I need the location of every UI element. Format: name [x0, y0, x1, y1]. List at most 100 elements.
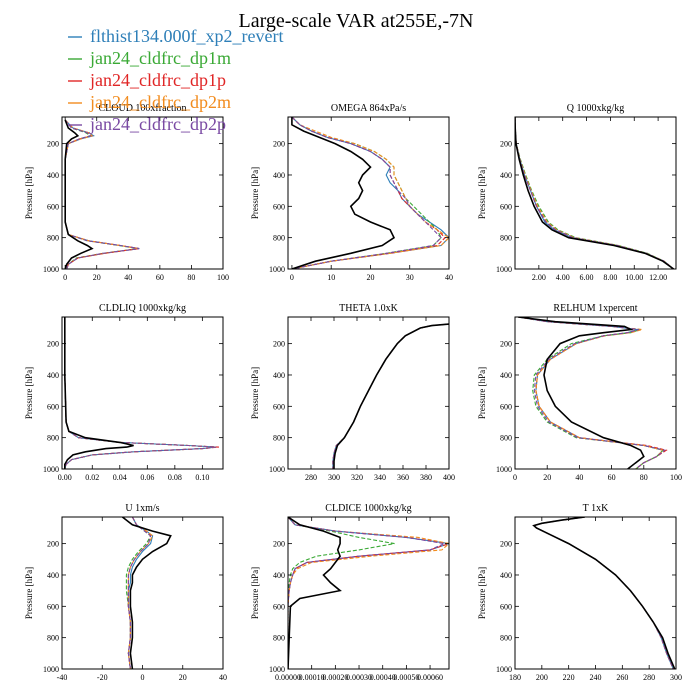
panel-title: CLDICE 1000xkg/kg — [325, 503, 411, 514]
y-axis-label: Pressure [hPa] — [477, 367, 487, 419]
x-tick-label: 40 — [219, 673, 227, 682]
x-tick-label: 20 — [179, 673, 187, 682]
legend-label: jan24_cldfrc_dp1p — [89, 70, 226, 90]
series-line-jan24_cldfrc_dp2m — [127, 517, 154, 669]
series-group — [64, 119, 140, 269]
series-line-jan24_cldfrc_dp1p — [332, 323, 449, 469]
x-tick-label: 100 — [217, 273, 229, 282]
plot-frame — [61, 516, 224, 670]
legend-label: jan24_cldfrc_dp1m — [89, 48, 231, 68]
y-tick-label: 800 — [47, 634, 59, 643]
y-tick-label: 1000 — [269, 265, 285, 274]
panels: CLOUD 100xfraction Pressure [hPa] 200 400 60… — [24, 103, 682, 682]
y-tick-label: 600 — [47, 202, 59, 211]
series-line-jan24_cldfrc_dp2p — [515, 117, 674, 269]
series-line-jan24_cldfrc_dp1p — [64, 317, 219, 469]
y-tick-label: 600 — [500, 202, 512, 211]
y-tick-label: 200 — [273, 140, 285, 149]
series-line-reference — [64, 317, 134, 469]
x-tick-label: 200 — [536, 673, 548, 682]
y-tick-label: 1000 — [43, 265, 59, 274]
x-tick-label: 280 — [643, 673, 655, 682]
x-tick-label: -40 — [57, 673, 68, 682]
x-tick-label: 0.00020 — [322, 673, 348, 682]
x-tick-label: 12.00 — [649, 273, 667, 282]
y-axis-label: Pressure [hPa] — [250, 567, 260, 619]
panel-4: CLDLIQ 1000xkg/kg Pressure [hPa] 200 400 600… — [24, 303, 224, 482]
plot-frame — [61, 116, 224, 270]
x-tick-label: 320 — [351, 473, 363, 482]
x-tick-label: 40 — [445, 273, 453, 282]
y-tick-label: 1000 — [269, 665, 285, 674]
panel-8: CLDICE 1000xkg/kg Pressure [hPa] 200 400 600… — [250, 503, 450, 682]
y-axis-label: Pressure [hPa] — [477, 167, 487, 219]
x-tick-label: 2.00 — [532, 273, 546, 282]
series-line-jan24_cldfrc_dp1m — [515, 117, 674, 269]
panel-title: CLOUD 100xfraction — [98, 103, 186, 114]
x-tick-label: 0.08 — [168, 473, 182, 482]
series-line-reference — [333, 323, 449, 469]
series-line-jan24_cldfrc_dp2p — [64, 317, 217, 469]
y-axis-label: Pressure [hPa] — [250, 367, 260, 419]
x-tick-label: 0.10 — [195, 473, 209, 482]
panel-title: CLDLIQ 1000xkg/kg — [99, 303, 186, 314]
panel-3: Q 1000xkg/kg Pressure [hPa] 200 400 600 800 10… — [477, 103, 677, 282]
y-tick-label: 400 — [273, 171, 285, 180]
series-line-flthist134.000f_xp2_revert — [291, 117, 449, 269]
x-tick-label: 0.00010 — [299, 673, 325, 682]
y-tick-label: 1000 — [43, 465, 59, 474]
series-group — [515, 117, 675, 269]
y-tick-label: 800 — [47, 234, 59, 243]
y-tick-label: 800 — [500, 234, 512, 243]
panel-5: THETA 1.0xK Pressure [hPa] 200 400 600 800 100… — [250, 303, 455, 482]
y-tick-label: 400 — [273, 571, 285, 580]
y-axis-label: Pressure [hPa] — [477, 567, 487, 619]
series-line-jan24_cldfrc_dp2p — [64, 119, 140, 269]
x-tick-label: 30 — [406, 273, 414, 282]
x-tick-label: 240 — [590, 673, 602, 682]
y-tick-label: 400 — [47, 371, 59, 380]
panel-title: T 1xK — [583, 503, 609, 514]
y-tick-label: 200 — [47, 340, 59, 349]
x-tick-label: 100 — [670, 473, 682, 482]
series-line-jan24_cldfrc_dp2p — [291, 117, 442, 269]
y-tick-label: 400 — [47, 571, 59, 580]
y-tick-label: 400 — [500, 171, 512, 180]
plot-frame — [287, 316, 450, 470]
y-tick-label: 400 — [500, 371, 512, 380]
x-tick-label: 0.04 — [113, 473, 127, 482]
y-tick-label: 800 — [500, 434, 512, 443]
legend-label: jan24_cldfrc_dp2p — [89, 114, 226, 134]
series-line-reference — [518, 317, 645, 469]
series-line-reference — [288, 517, 342, 669]
y-tick-label: 1000 — [496, 465, 512, 474]
x-tick-label: 400 — [443, 473, 455, 482]
x-tick-label: 220 — [563, 673, 575, 682]
y-tick-label: 400 — [47, 171, 59, 180]
series-group — [64, 317, 219, 469]
series-line-jan24_cldfrc_dp2m — [515, 117, 674, 269]
x-tick-label: 6.00 — [580, 273, 594, 282]
series-line-jan24_cldfrc_dp2m — [291, 117, 449, 269]
y-axis-label: Pressure [hPa] — [24, 367, 34, 419]
y-tick-label: 800 — [273, 434, 285, 443]
x-tick-label: 8.00 — [603, 273, 617, 282]
y-tick-label: 600 — [500, 602, 512, 611]
x-tick-label: 0.06 — [140, 473, 154, 482]
series-line-jan24_cldfrc_dp1m — [518, 317, 665, 469]
x-tick-label: 0.00030 — [346, 673, 372, 682]
y-tick-label: 600 — [47, 602, 59, 611]
plot-frame — [514, 116, 677, 270]
series-line-jan24_cldfrc_dp1p — [291, 117, 446, 269]
x-tick-label: 40 — [575, 473, 583, 482]
x-tick-label: 340 — [374, 473, 386, 482]
series-line-jan24_cldfrc_dp1m — [291, 117, 442, 269]
panel-title: Q 1000xkg/kg — [567, 103, 625, 114]
x-tick-label: 0.00050 — [393, 673, 419, 682]
x-tick-label: 0.00 — [58, 473, 72, 482]
series-line-jan24_cldfrc_dp1p — [532, 517, 674, 669]
x-tick-label: 60 — [156, 273, 164, 282]
